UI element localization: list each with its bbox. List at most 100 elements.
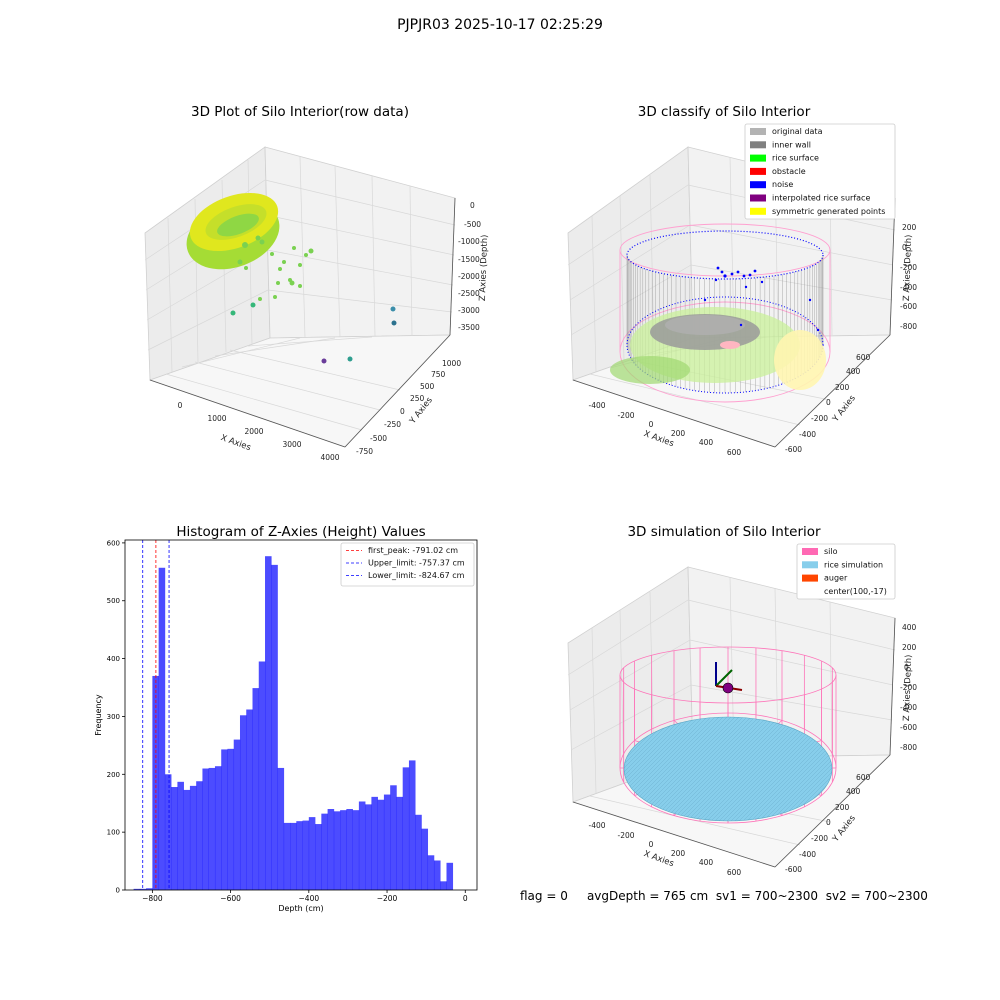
- histogram-ytick-label: 300: [107, 713, 120, 721]
- raw-ztick: -2500: [458, 289, 480, 298]
- classify-ytick: -200: [811, 414, 828, 423]
- raw-ztick: -3000: [458, 306, 480, 315]
- histogram-bar: [277, 767, 285, 890]
- histogram-xlabel: Depth (cm): [278, 904, 323, 913]
- histogram-bar: [189, 785, 197, 890]
- classify-ztick: 200: [902, 223, 917, 232]
- histogram-bar: [321, 813, 328, 890]
- histogram-bar: [315, 824, 322, 890]
- histogram-xtick-label: −800: [142, 894, 163, 903]
- classify-ytick: 400: [846, 367, 861, 376]
- histogram-ytick-label: 400: [107, 655, 120, 663]
- histogram-bar: [327, 809, 335, 890]
- histogram-bar: [258, 661, 266, 890]
- sim-ztick: -800: [900, 743, 917, 752]
- histogram-bar: [346, 809, 353, 890]
- histogram-bar: [302, 820, 310, 890]
- histogram-bar: [427, 855, 435, 890]
- raw-ytick: -250: [384, 420, 401, 429]
- histogram-bar: [358, 801, 366, 890]
- histogram-bar: [377, 799, 385, 890]
- classify-xtick: 400: [699, 438, 714, 447]
- raw-zlabel: Z Axies (Depth): [478, 234, 490, 301]
- histogram-bar: [246, 709, 253, 890]
- raw-ztick: -500: [464, 220, 481, 229]
- legend-swatch: [750, 167, 766, 175]
- classify-ytick: 200: [835, 383, 850, 392]
- sim-xtick: 600: [727, 868, 742, 877]
- legend-label: silo: [824, 547, 838, 556]
- histogram-bar: [352, 810, 360, 890]
- classify-zlabel: Z Axies (Depth): [902, 234, 914, 301]
- sim-zlabel: Z Axies (Depth): [902, 654, 914, 721]
- histogram-bar: [383, 794, 391, 890]
- raw-3d-plot: 0 1000 2000 3000 4000 -750 -500 -250 0 2…: [144, 146, 490, 462]
- histogram-bar: [440, 881, 447, 890]
- footer-flag: flag = 0: [520, 889, 568, 903]
- sim-ytick: 0: [826, 818, 831, 827]
- raw-xtick: 3000: [282, 440, 301, 449]
- legend-swatch: [750, 141, 766, 149]
- raw-xlabel: X Axies: [219, 433, 252, 453]
- histogram-bar: [421, 828, 429, 890]
- legend-label: center(100,-17): [824, 587, 887, 596]
- histogram-bar: [390, 785, 397, 890]
- legend-swatch: [750, 207, 766, 215]
- histogram-legend: first_peak: -791.02 cm Upper_limit: -757.…: [340, 542, 475, 587]
- histogram-xtick-label: 0: [463, 894, 468, 903]
- figure-suptitle: PJPJR03 2025-10-17 02:25:29: [397, 17, 603, 33]
- raw-ytick: -500: [370, 434, 387, 443]
- sim-ztick: -200: [900, 683, 917, 692]
- raw-xtick: 0: [178, 401, 183, 410]
- sim-ytick: -400: [799, 850, 816, 859]
- histogram-ytick-label: 600: [107, 539, 120, 547]
- raw-ytick: -750: [356, 447, 373, 456]
- histogram-xtick-label: −600: [220, 894, 241, 903]
- histogram-bar: [221, 749, 228, 890]
- histogram-chart: −800 −600 −400 −200 0 0 100 200 300 400 500 600 De…: [94, 539, 478, 913]
- histogram-bar: [408, 760, 416, 890]
- sim-ztick: -600: [900, 723, 917, 732]
- simulation-legend: silo rice simulation auger center(100,-17): [796, 543, 896, 600]
- raw-ztick: -2000: [458, 272, 480, 281]
- legend-label: Lower_limit: -824.67 cm: [368, 571, 465, 580]
- histogram-xtick-label: −200: [377, 894, 398, 903]
- histogram-xtick-label: −400: [299, 894, 320, 903]
- legend-label: Upper_limit: -757.37 cm: [368, 559, 465, 568]
- raw-ztick: -1500: [458, 255, 480, 264]
- histogram-bar: [177, 781, 184, 890]
- legend-label: auger: [824, 574, 848, 583]
- sim-ztick: -400: [900, 703, 917, 712]
- legend-label: symmetric generated points: [772, 207, 885, 216]
- sim-ytick: -200: [811, 834, 828, 843]
- classify-xtick: -200: [617, 411, 634, 420]
- legend-label: interpolated rice surface: [772, 194, 870, 203]
- raw-xtick: 1000: [207, 414, 226, 423]
- histogram-bar: [396, 796, 403, 890]
- histogram-bar: [164, 774, 172, 890]
- histogram-bar: [340, 810, 347, 890]
- histogram-bar: [365, 804, 372, 890]
- histogram-bar: [296, 821, 303, 890]
- histogram-bar: [283, 822, 291, 890]
- footer-avg-depth: avgDepth = 765 cm: [586, 889, 709, 903]
- histogram-bar: [139, 888, 147, 890]
- histogram-bar: [202, 768, 209, 890]
- histogram-bar: [233, 739, 241, 890]
- histogram-bar: [208, 767, 216, 890]
- classify-legend: original data inner wall rice surface obsta…: [744, 123, 896, 220]
- histogram-bar: [371, 796, 378, 890]
- sim-xtick: 0: [649, 840, 654, 849]
- histogram-bar: [271, 564, 278, 890]
- raw-ztick: -3500: [458, 323, 480, 332]
- classify-3d-plot: -400 -200 0 200 400 600 -600 -400 -200 0…: [567, 123, 917, 457]
- histogram-bar: [239, 715, 247, 890]
- legend-label: original data: [772, 127, 823, 136]
- classify-ytick: -400: [799, 430, 816, 439]
- histogram-bar: [446, 862, 454, 890]
- sim-xtick: -200: [617, 831, 634, 840]
- legend-swatch: [750, 181, 766, 189]
- legend-swatch: [802, 548, 818, 555]
- classify-xtick: -400: [588, 401, 605, 410]
- histogram-bar: [133, 888, 141, 890]
